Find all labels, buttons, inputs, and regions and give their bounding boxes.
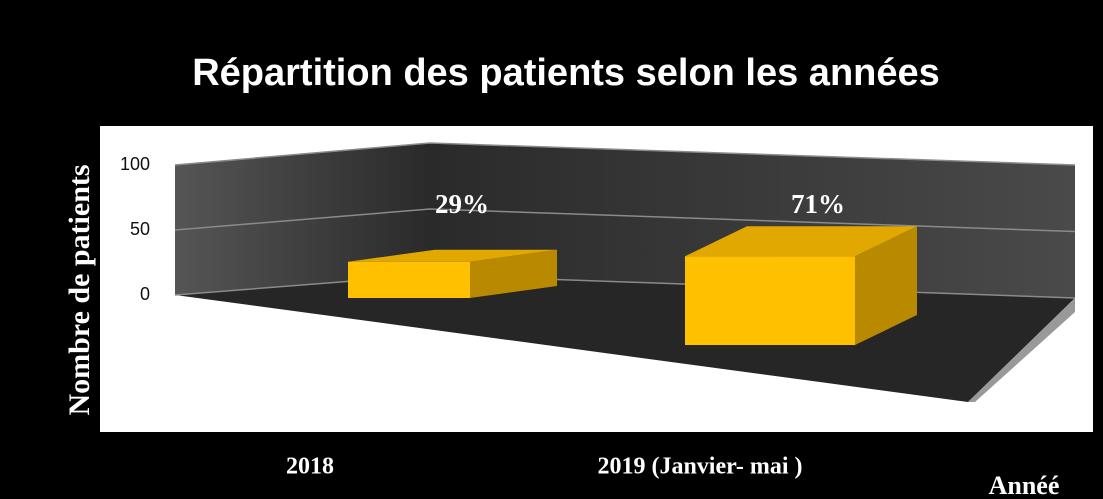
floor-edge <box>968 298 1075 402</box>
bar <box>685 226 917 345</box>
bar <box>348 249 557 298</box>
bar-front <box>348 261 470 298</box>
y-axis-label: Nombre de patients <box>63 164 96 415</box>
x-tick-label: 2019 (Janvier- mai ) <box>597 454 802 480</box>
grid-line <box>174 208 1076 233</box>
bar-top <box>685 226 917 257</box>
data-label: 29% <box>435 189 489 219</box>
y-tick-label: 0 <box>140 284 150 304</box>
bar-top <box>348 249 557 262</box>
bar-side <box>470 249 557 298</box>
bar-front <box>685 256 855 345</box>
data-label: 71% <box>791 189 845 219</box>
y-tick-label: 100 <box>120 154 150 174</box>
bar-side <box>855 226 917 345</box>
y-tick-label: 50 <box>130 219 150 239</box>
chart-title: Répartition des patients selon les année… <box>192 52 940 94</box>
grid-line <box>174 142 1076 166</box>
x-axis-label: Annéé <box>989 471 1060 499</box>
x-tick-label: 2018 <box>286 454 334 480</box>
